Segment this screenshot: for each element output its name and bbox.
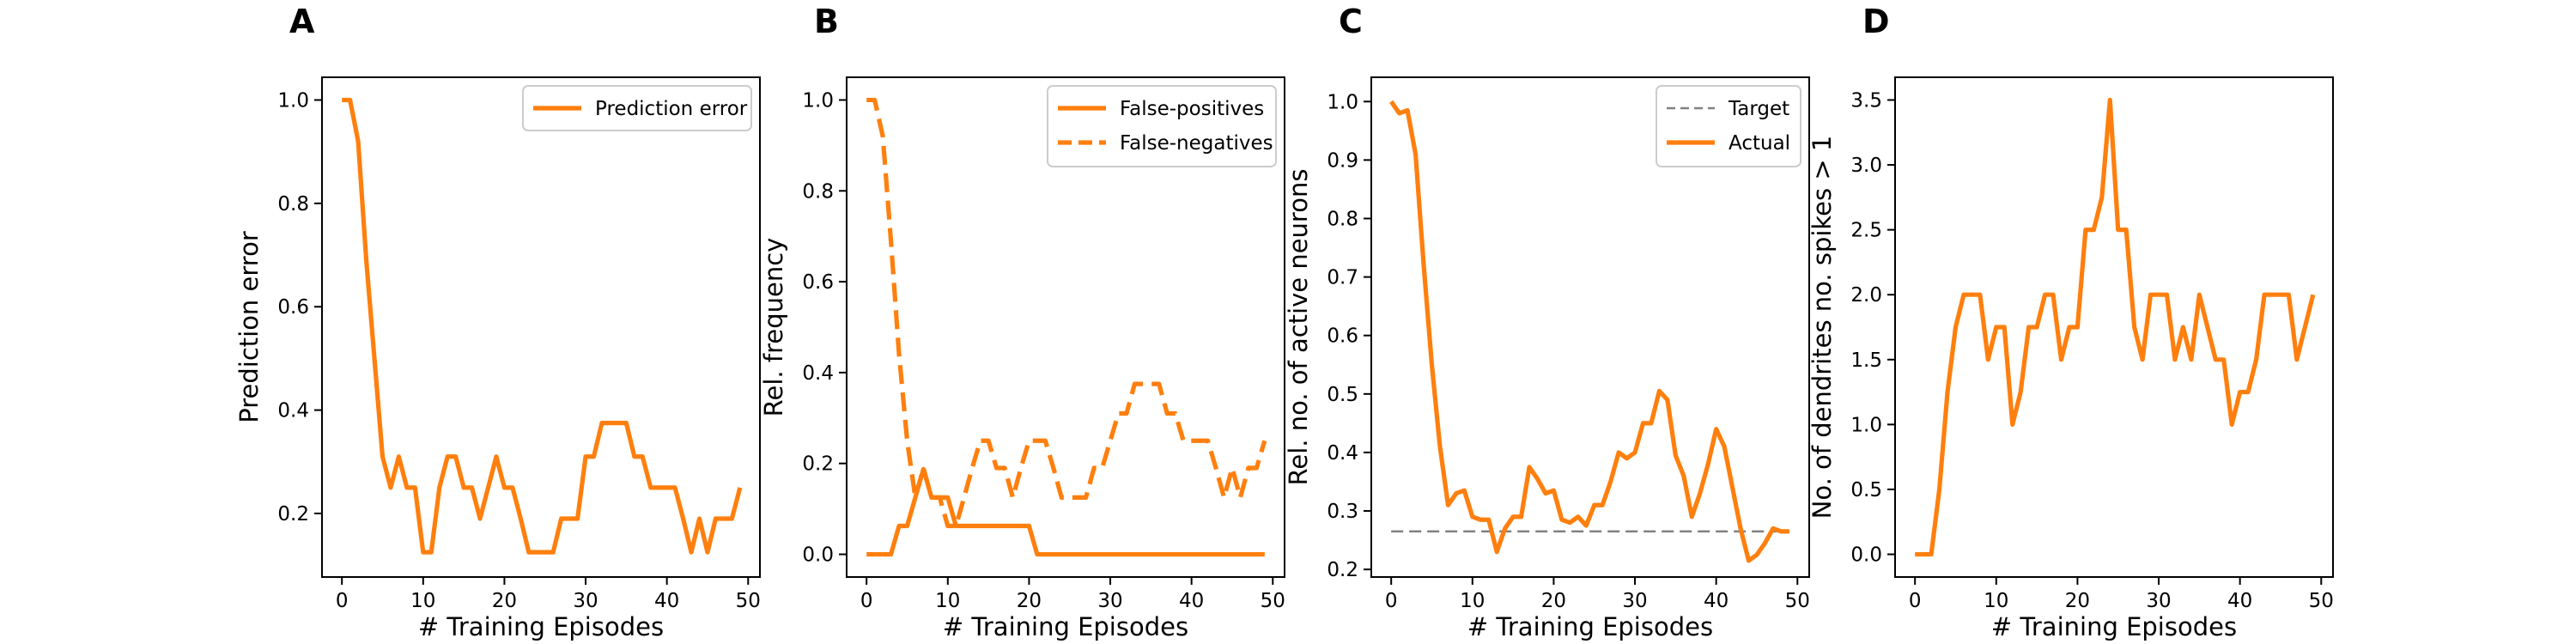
y-tick-label: 1.0 (1327, 91, 1358, 113)
y-axis-label: No. of dendrites no. spikes > 1 (1807, 136, 1837, 519)
legend-box (1656, 85, 1801, 167)
axes-frame (1370, 76, 1810, 578)
legend-label: Actual (1728, 132, 1790, 155)
y-tick-label: 1.0 (1850, 414, 1882, 436)
series-line-series-0 (1915, 97, 2316, 557)
y-tick-label: 1.0 (802, 89, 834, 112)
panel-letter: D (1862, 3, 1890, 40)
y-tick-label: 0.4 (277, 400, 309, 422)
y-tick-label: 0.9 (1327, 149, 1358, 172)
axes-frame (846, 76, 1285, 578)
y-tick-label: 0.0 (1850, 544, 1882, 567)
legend-label: False-positives (1120, 98, 1264, 120)
x-tick-label: 0 (1909, 590, 1922, 612)
y-tick-label: 0.2 (277, 503, 309, 526)
panel-c: C 0 10 20 30 40 50 0.2 0.3 0.4 0.5 0.6 0.7 0.8 0.9 1.0 #… (1284, 3, 1810, 641)
y-tick-label: 0.2 (802, 453, 834, 476)
x-tick-label: 40 (654, 590, 679, 612)
y-tick-label: 1.0 (277, 89, 309, 112)
y-tick-label: 0.4 (802, 362, 834, 385)
x-axis-label: # Training Episodes (1991, 612, 2237, 641)
x-tick-label: 20 (1017, 590, 1042, 612)
x-tick-label: 30 (1097, 590, 1122, 612)
legend-box (522, 85, 752, 131)
x-tick-label: 40 (1704, 590, 1728, 612)
y-axis-label: Rel. no. of active neurons (1284, 169, 1313, 486)
legend-label: False-negatives (1120, 132, 1273, 155)
panel-letter: B (814, 3, 839, 40)
x-tick-label: 10 (935, 590, 960, 612)
y-tick-label: 0.8 (802, 180, 834, 203)
axes-frame (321, 76, 761, 578)
series-line-prediction-error (342, 97, 743, 555)
y-tick-label: 1.5 (1850, 349, 1882, 372)
x-tick-label: 50 (2309, 590, 2334, 612)
y-tick-label: 2.5 (1850, 220, 1882, 242)
y-tick-label: 0.6 (1327, 325, 1358, 348)
x-tick-label: 50 (736, 590, 761, 612)
y-axis-label: Rel. frequency (759, 238, 788, 417)
y-tick-label: 0.2 (1327, 559, 1358, 581)
x-tick-label: 50 (1261, 590, 1285, 612)
y-tick-label: 0.0 (802, 544, 834, 567)
panel-letter: C (1339, 3, 1363, 40)
y-axis-label: Prediction error (234, 231, 264, 423)
y-tick-label: 3.5 (1850, 89, 1882, 112)
y-tick-label: 0.8 (1327, 208, 1358, 230)
y-tick-label: 2.0 (1850, 284, 1882, 307)
y-tick-label: 0.5 (1327, 384, 1358, 406)
y-tick-label: 0.6 (802, 271, 834, 294)
y-tick-label: 0.4 (1327, 442, 1358, 465)
legend-label: Prediction error (595, 98, 748, 120)
x-tick-label: 30 (2146, 590, 2171, 612)
x-axis-label: # Training Episodes (418, 612, 664, 641)
y-tick-label: 0.7 (1327, 267, 1358, 289)
x-axis-label: # Training Episodes (943, 612, 1188, 641)
panel-a: A 0 10 20 30 40 50 0.2 0.4 0.6 0.8 1.0 # Training Ep… (234, 3, 761, 641)
x-tick-label: 20 (492, 590, 517, 612)
x-tick-label: 20 (2065, 590, 2090, 612)
x-tick-label: 10 (1460, 590, 1485, 612)
y-tick-label: 3.0 (1850, 155, 1882, 177)
panel-b: B 0 10 20 30 40 50 0.0 0.2 0.4 0.6 0.8 1.0 # Training… (759, 3, 1285, 641)
x-tick-label: 30 (1622, 590, 1647, 612)
x-tick-label: 10 (410, 590, 435, 612)
series-line-actual (1389, 100, 1789, 563)
panel-d: D 0 10 20 30 40 50 0.0 0.5 1.0 1.5 2.0 2.5 3.0 3.5 # Tr… (1807, 3, 2334, 641)
x-tick-label: 0 (336, 590, 349, 612)
x-tick-label: 50 (1785, 590, 1810, 612)
y-tick-label: 0.3 (1327, 501, 1358, 523)
series-line-false-negatives (866, 97, 1267, 529)
y-tick-label: 0.6 (277, 296, 309, 319)
legend-label: Target (1728, 98, 1789, 120)
legend: Target Actual (1656, 85, 1801, 167)
x-tick-label: 20 (1541, 590, 1566, 612)
x-tick-label: 40 (2227, 590, 2252, 612)
panel-letter: A (289, 3, 315, 40)
legend: Prediction error (522, 85, 752, 131)
x-tick-label: 0 (860, 590, 873, 612)
y-tick-label: 0.8 (277, 193, 309, 216)
y-tick-label: 0.5 (1850, 479, 1882, 501)
legend: False-positives False-negatives (1047, 85, 1277, 167)
axes-frame (1894, 76, 2334, 578)
x-tick-label: 40 (1179, 590, 1204, 612)
x-axis-label: # Training Episodes (1467, 612, 1713, 641)
x-tick-label: 10 (1984, 590, 2008, 612)
x-tick-label: 30 (573, 590, 598, 612)
x-tick-label: 0 (1385, 590, 1398, 612)
